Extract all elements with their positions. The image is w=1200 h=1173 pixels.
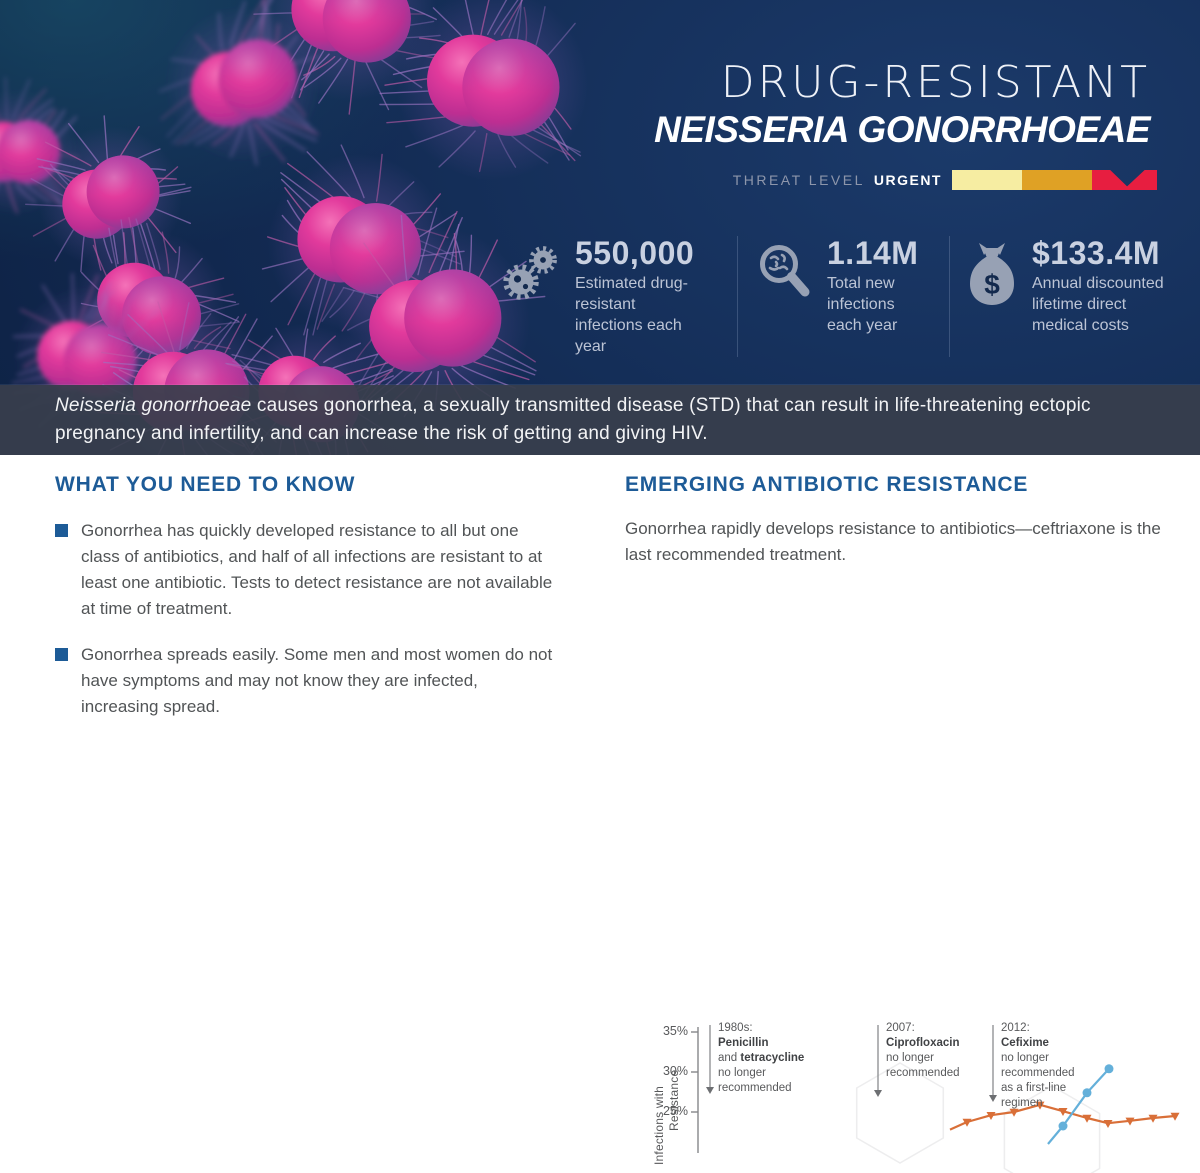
- title-line-2: NEISSERIA GONORRHOEAE: [654, 109, 1150, 150]
- threat-level: THREAT LEVEL URGENT: [733, 170, 1157, 190]
- stat-label: Total new infections each year: [827, 275, 898, 334]
- resistance-line-chart: Infections with Resistance 35% 30% 25% 1980…: [620, 1013, 1200, 1173]
- threat-scale-segment-mid: [1022, 170, 1092, 190]
- threat-level-label: THREAT LEVEL: [732, 172, 865, 188]
- y-axis-label-line-1: Infections with: [652, 1085, 666, 1165]
- section-intro: Gonorrhea rapidly develops resistance to…: [625, 519, 1161, 564]
- stat-value: 1.14M: [827, 235, 919, 271]
- title-line-1: DRUG-RESISTANT: [720, 57, 1150, 108]
- threat-level-scale: [952, 170, 1157, 190]
- section-heading: WHAT YOU NEED TO KNOW: [55, 473, 356, 496]
- bullet-list: Gonorrhea has quickly developed resistan…: [55, 518, 570, 720]
- stat-label: Estimated drug-resistant infections each…: [575, 275, 688, 355]
- threat-level-value: URGENT: [873, 172, 942, 188]
- content-section: WHAT YOU NEED TO KNOW Gonorrhea has quic…: [0, 455, 1200, 1173]
- bullet-text: Gonorrhea spreads easily. Some men and m…: [81, 645, 553, 716]
- list-item: Gonorrhea has quickly developed resistan…: [55, 518, 570, 622]
- bullet-text: Gonorrhea has quickly developed resistan…: [81, 521, 553, 618]
- stat-label: Annual discounted lifetime direct medica…: [1032, 275, 1164, 334]
- stat-value: $133.4M: [1032, 235, 1161, 271]
- what-you-need-to-know-section: WHAT YOU NEED TO KNOW Gonorrhea has quic…: [55, 472, 570, 740]
- disease-summary-banner: Neisseria gonorrhoeae causes gonorrhea, …: [0, 385, 1200, 455]
- bullet-square-icon: [55, 524, 68, 537]
- chart-annotation: 2007: Ciprofloxacin no longer recommended: [886, 1022, 960, 1079]
- emerging-resistance-section: EMERGING ANTIBIOTIC RESISTANCE Gonorrhea…: [625, 472, 1185, 568]
- hero-header: DRUG-RESISTANT NEISSERIA GONORRHOEAE THR…: [0, 0, 1200, 455]
- list-item: Gonorrhea spreads easily. Some men and m…: [55, 642, 570, 720]
- chart-annotation: 1980s: Penicillin and tetracycline no longe…: [718, 1022, 805, 1094]
- infographic-title: DRUG-RESISTANT NEISSERIA GONORRHOEAE: [654, 60, 1150, 152]
- banner-species-name: Neisseria gonorrhoeae: [55, 395, 252, 416]
- banner-text: Neisseria gonorrhoeae causes gonorrhea, …: [55, 392, 1165, 448]
- key-stats: 550,000 Estimated drug-resistant infecti…: [497, 236, 1200, 357]
- stat-medical-costs: $ $133.4M Annual discounted lifetime dir…: [949, 236, 1200, 357]
- bacteria-icon: [497, 240, 563, 311]
- svg-text:$: $: [984, 269, 1000, 300]
- stat-total-new-infections: 1.14M Total new infections each year: [737, 236, 949, 357]
- banner-description: causes gonorrhea, a sexually transmitted…: [55, 395, 1091, 444]
- money-bag-icon: $: [964, 240, 1020, 315]
- stat-value: 550,000: [575, 235, 695, 271]
- y-axis-tick-label: 25%: [662, 1104, 688, 1118]
- section-heading: EMERGING ANTIBIOTIC RESISTANCE: [625, 473, 1029, 496]
- chart-annotation: 2012: Cefixime no longer recommended as a fi…: [1001, 1022, 1075, 1109]
- y-axis-tick-label: 30%: [662, 1064, 688, 1078]
- threat-scale-segment-low: [952, 170, 1022, 190]
- y-axis-tick-label: 35%: [662, 1024, 688, 1038]
- y-axis-label-line-2: Resistance: [667, 1069, 681, 1131]
- bullet-square-icon: [55, 648, 68, 661]
- threat-scale-segment-urgent: [1092, 170, 1157, 190]
- stat-drug-resistant-infections: 550,000 Estimated drug-resistant infecti…: [497, 236, 737, 357]
- magnifier-bacteria-icon: [753, 240, 815, 307]
